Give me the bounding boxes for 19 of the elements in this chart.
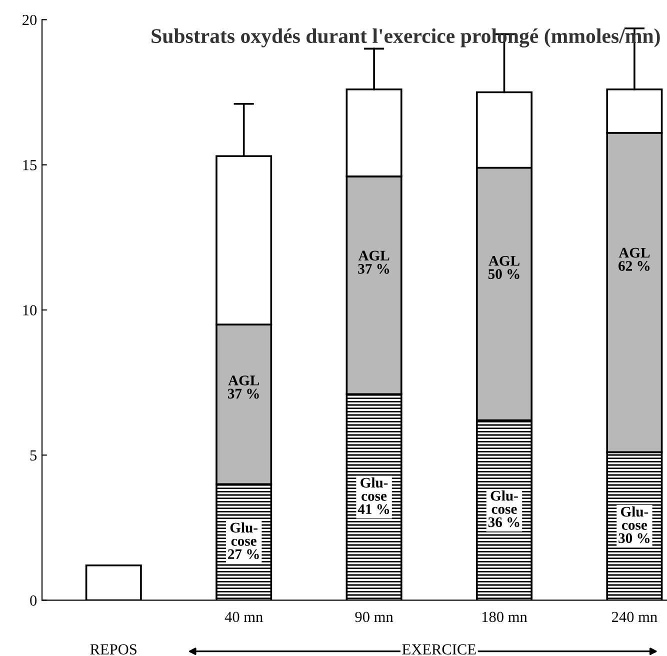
x-tick-label: 180 mn [482,612,528,622]
annotation: AGL 37 % [228,376,260,399]
y-tick-label: 20 [22,14,37,26]
x-tick-label: 240 mn [612,612,658,622]
x-tick-label: 40 mn [224,612,263,622]
y-tick-label: 5 [30,450,37,461]
y-tick-label: 0 [30,595,37,606]
annotation: AGL 37 % [358,250,390,274]
annotation: AGL 62 % [618,248,650,271]
annotation: Glu- cose 41 % [358,477,390,514]
y-tick-label: 10 [23,305,37,316]
text: REPOS [90,644,136,655]
x-tick-label: 90 mn [355,612,394,622]
text: EXERCICE [402,644,476,655]
y-tick-label: 15 [23,160,37,170]
annotation: AGL 50 % [488,256,520,280]
annotation: Glu- cose 36 % [488,490,520,528]
annotation: Glu- cose 30 % [618,506,650,544]
annotation: Glu- cose 27 % [228,522,259,560]
